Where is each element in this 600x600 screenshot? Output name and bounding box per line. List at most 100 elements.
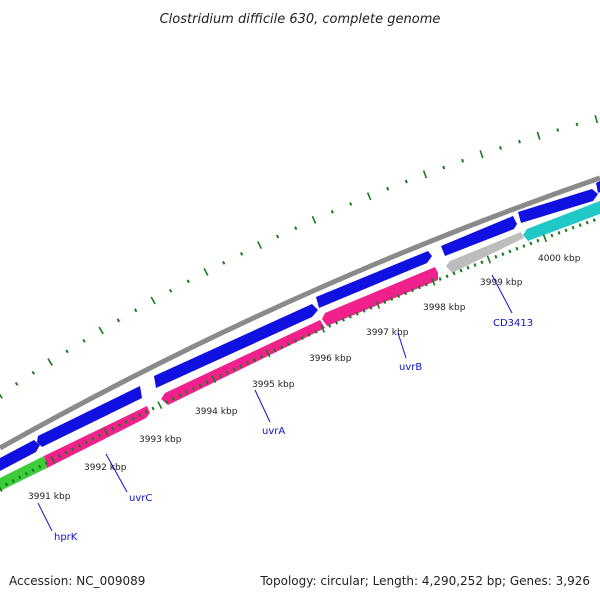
tick-mark xyxy=(144,409,148,414)
outer-ring-dash xyxy=(257,241,263,250)
tick-mark xyxy=(529,241,533,246)
outer-ring-dash xyxy=(14,381,19,386)
gene-label-CD3413[interactable]: CD3413 xyxy=(493,318,533,329)
tick-mark xyxy=(259,354,263,359)
forward-cds[interactable] xyxy=(0,440,40,471)
tick-mark xyxy=(334,320,339,325)
tick-mark xyxy=(375,300,381,309)
tick-mark xyxy=(57,454,62,459)
outer-ring-dash xyxy=(404,179,408,184)
forward-cds[interactable] xyxy=(37,386,142,447)
tick-mark xyxy=(501,252,505,256)
reverse-cds-hprK[interactable] xyxy=(0,456,47,491)
tick-mark xyxy=(280,345,284,350)
tick-label: 4000 kbp xyxy=(538,254,581,264)
tick-mark xyxy=(293,339,298,343)
genome-summary-text: Topology: circular; Length: 4,290,252 bp… xyxy=(260,574,590,588)
forward-cds[interactable] xyxy=(518,189,598,223)
tick-mark xyxy=(355,311,359,316)
tick-mark xyxy=(171,396,175,401)
tick-mark xyxy=(232,367,236,372)
forward-cds[interactable] xyxy=(154,304,318,388)
tick-label: 3999 kbp xyxy=(480,278,523,288)
forward-cds[interactable] xyxy=(596,181,600,193)
outer-ring-dash xyxy=(499,145,502,150)
tick-mark xyxy=(18,475,22,480)
tick-mark xyxy=(273,348,277,353)
reverse-cds-uvrB[interactable] xyxy=(322,267,438,326)
leader-line-hprK xyxy=(37,502,53,532)
outer-ring-dash xyxy=(98,326,104,335)
outer-ring-dash xyxy=(150,296,156,305)
leader-line-CD3413 xyxy=(491,274,513,314)
outer-ring-dash xyxy=(203,268,209,276)
forward-cds[interactable] xyxy=(441,216,517,256)
leader-line-uvrC xyxy=(105,453,128,493)
tick-mark xyxy=(185,390,189,394)
tick-mark xyxy=(362,308,366,313)
tick-mark xyxy=(50,455,56,464)
outer-ring-dash xyxy=(518,139,521,144)
tick-mark xyxy=(64,450,68,455)
gene-label-hprK[interactable]: hprK xyxy=(54,532,78,543)
tick-mark xyxy=(430,277,436,286)
gene-labels: hprK uvrC uvrA uvrB CD3413 xyxy=(54,318,533,543)
tick-mark xyxy=(138,413,142,418)
tick-mark xyxy=(396,294,401,299)
outer-ring-dash xyxy=(536,131,541,140)
inner-tick-track xyxy=(0,218,596,492)
tick-mark xyxy=(438,277,442,281)
tick-mark xyxy=(91,437,95,441)
tick-mark xyxy=(77,443,82,448)
outer-ring-dash xyxy=(479,150,484,159)
tick-mark xyxy=(71,447,75,452)
outer-ring-dash xyxy=(82,338,86,343)
tick-mark xyxy=(424,282,428,287)
tick-mark xyxy=(522,244,526,248)
tick-mark xyxy=(348,314,352,319)
gene-label-leaders xyxy=(37,274,513,532)
tick-mark xyxy=(410,288,414,293)
tick-mark xyxy=(44,461,48,466)
tick-mark xyxy=(494,254,498,259)
tick-label: 3991 kbp xyxy=(28,492,71,502)
tick-label: 3994 kbp xyxy=(195,407,238,417)
outer-ring-dash xyxy=(275,234,280,239)
tick-mark xyxy=(486,255,492,264)
tick-mark xyxy=(550,233,554,238)
tick-mark xyxy=(178,393,182,398)
reverse-cds-cyan[interactable] xyxy=(523,201,600,241)
outer-ring-dash xyxy=(186,279,190,284)
tick-mark xyxy=(585,220,589,225)
tick-mark xyxy=(265,349,271,358)
outer-ring-dash xyxy=(366,192,372,201)
tick-mark xyxy=(328,323,332,328)
gene-label-uvrC[interactable]: uvrC xyxy=(129,493,152,504)
gene-label-uvrA[interactable]: uvrA xyxy=(262,426,285,437)
forward-cds[interactable] xyxy=(316,251,432,308)
tick-mark xyxy=(124,420,128,424)
reverse-cds-CD3413[interactable] xyxy=(446,232,524,273)
tick-mark xyxy=(205,380,209,385)
reverse-cds-uvrC[interactable] xyxy=(44,406,150,468)
outer-ring-dash xyxy=(169,288,173,293)
outer-ring-dash xyxy=(65,349,69,354)
reverse-cds-uvrA[interactable] xyxy=(161,320,325,405)
tick-mark xyxy=(515,246,519,251)
tick-mark xyxy=(151,406,155,411)
tick-mark xyxy=(211,375,217,383)
tick-label: 3997 kbp xyxy=(366,328,409,338)
outer-ring-dash xyxy=(330,210,334,214)
outer-ring-dash xyxy=(134,308,138,313)
tick-mark xyxy=(508,249,512,254)
tick-mark xyxy=(459,268,463,273)
outer-ring-dash xyxy=(349,202,353,206)
gene-label-uvrB[interactable]: uvrB xyxy=(399,362,422,373)
tick-mark xyxy=(31,468,35,473)
tick-mark xyxy=(300,336,304,340)
tick-mark xyxy=(314,329,318,334)
tick-mark xyxy=(536,238,540,243)
tick-mark xyxy=(564,228,568,233)
tick-mark xyxy=(403,291,408,296)
outer-ring-dash xyxy=(222,260,226,265)
